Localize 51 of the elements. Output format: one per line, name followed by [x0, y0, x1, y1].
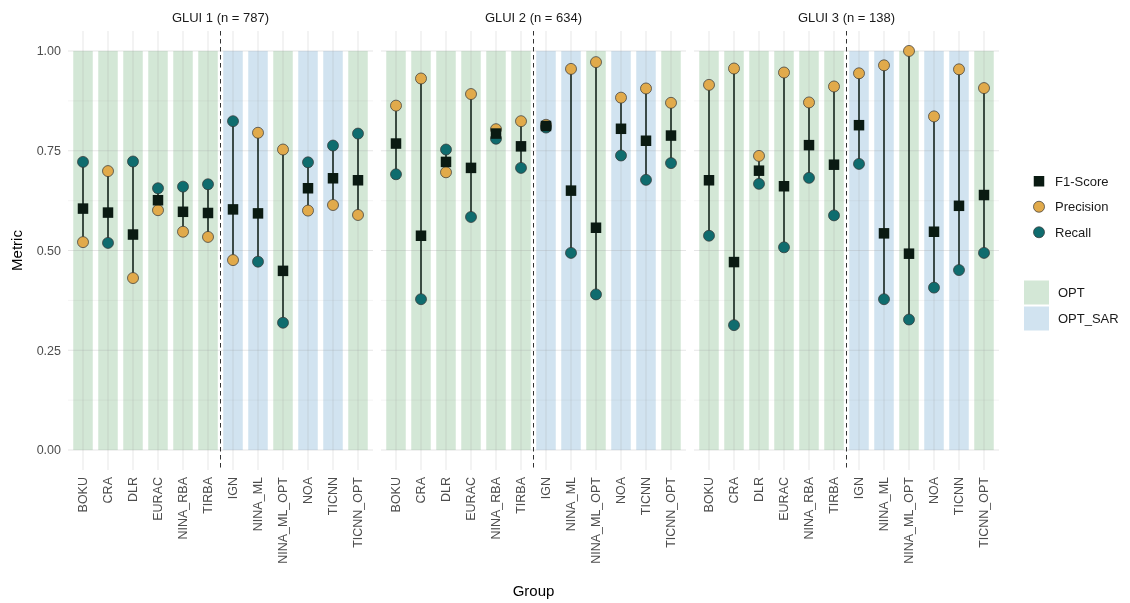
- legend-label: Recall: [1055, 224, 1092, 240]
- y-tick-label: 0.50: [36, 243, 62, 258]
- x-tick-label: NINA_ML_OPT: [589, 476, 604, 564]
- x-tick-label: IGN: [539, 477, 554, 500]
- legend-label: F1-Score: [1055, 173, 1109, 189]
- x-tick-label: NOA: [927, 476, 942, 505]
- x-tick-label: TICNN: [952, 477, 967, 516]
- x-tick-label: TICNN_OPT: [664, 476, 679, 548]
- x-tick-label: TICNN_OPT: [977, 476, 992, 548]
- y-tick-label: 0.75: [36, 144, 62, 159]
- legend-label: Precision: [1055, 199, 1109, 215]
- x-tick-label: BOKU: [76, 477, 91, 513]
- x-tick-label: NOA: [301, 476, 316, 505]
- x-tick-label: TIRBA: [514, 476, 529, 514]
- y-tick-label: 1.00: [36, 44, 62, 59]
- x-tick-label: EURAC: [464, 477, 479, 521]
- x-tick-label: BOKU: [702, 477, 717, 513]
- x-tick-label: CRA: [101, 476, 116, 504]
- x-tick-label: IGN: [852, 477, 867, 500]
- x-tick-label: NOA: [614, 476, 629, 505]
- x-tick-label: NINA_RBA: [176, 476, 191, 540]
- y-axis-title: Metric: [8, 229, 25, 271]
- x-tick-label: DLR: [126, 477, 141, 503]
- x-tick-label: NINA_ML: [877, 476, 892, 532]
- y-tick-label: 0.00: [36, 443, 62, 458]
- x-tick-label: NINA_RBA: [489, 476, 504, 540]
- legend-label: OPT: [1058, 285, 1085, 301]
- x-tick-label: IGN: [226, 477, 241, 500]
- x-tick-label: DLR: [439, 477, 454, 503]
- x-axis-title: Group: [512, 582, 555, 599]
- chart-title: GLUI 3 (n = 138): [797, 10, 896, 25]
- x-tick-label: NINA_ML_OPT: [276, 476, 291, 564]
- chart-title: GLUI 2 (n = 634): [484, 10, 583, 25]
- x-tick-label: TICNN: [639, 477, 654, 516]
- x-tick-label: NINA_RBA: [802, 476, 817, 540]
- x-tick-label: TIRBA: [827, 476, 842, 514]
- x-tick-label: TICNN: [326, 477, 341, 516]
- chart-title: GLUI 1 (n = 787): [171, 10, 270, 25]
- x-tick-label: NINA_ML: [251, 476, 266, 532]
- x-tick-label: TIRBA: [201, 476, 216, 514]
- y-tick-label: 0.25: [36, 343, 62, 358]
- x-tick-label: CRA: [727, 476, 742, 504]
- x-tick-label: NINA_ML_OPT: [902, 476, 917, 564]
- x-tick-label: EURAC: [151, 477, 166, 521]
- x-tick-label: DLR: [752, 477, 767, 503]
- x-tick-label: TICNN_OPT: [351, 476, 366, 548]
- x-tick-label: EURAC: [777, 477, 792, 521]
- x-tick-label: BOKU: [389, 477, 404, 513]
- x-tick-label: CRA: [414, 476, 429, 504]
- x-tick-label: NINA_ML: [564, 476, 579, 532]
- legend-label: OPT_SAR: [1058, 311, 1119, 327]
